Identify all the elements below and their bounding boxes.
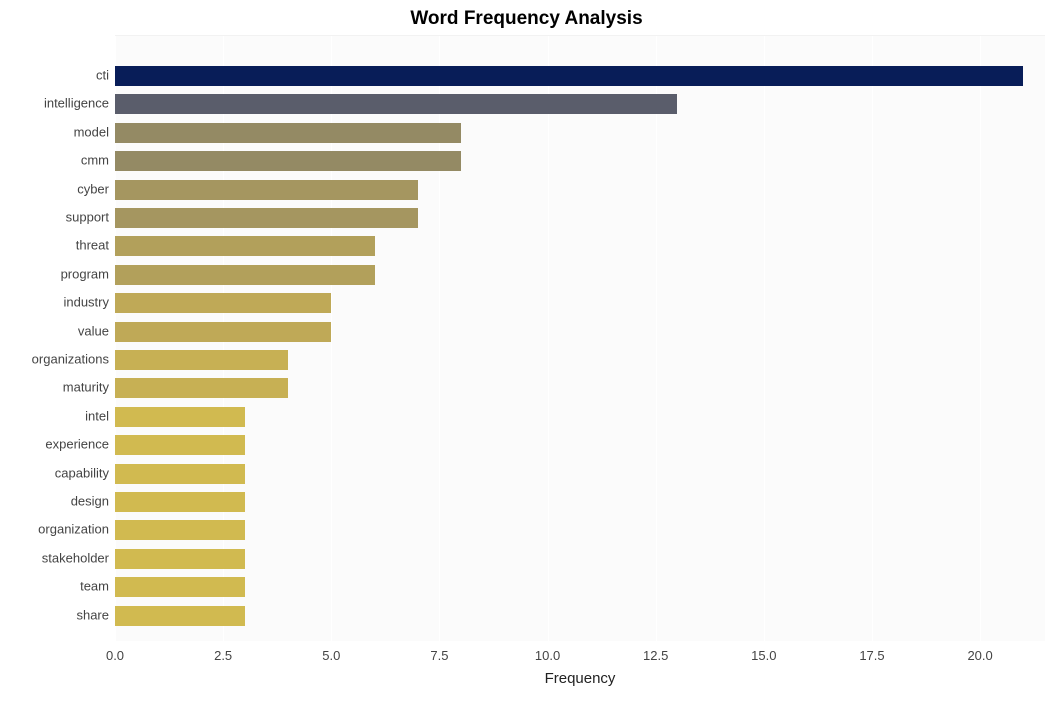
bar [115,407,245,427]
x-tick-label: 2.5 [214,648,232,663]
bar [115,577,245,597]
y-tick-label: industry [63,295,109,310]
y-tick-label: organizations [32,352,109,367]
y-tick-label: cmm [81,153,109,168]
y-tick-label: cti [96,68,109,83]
bar [115,549,245,569]
y-tick-label: maturity [63,380,109,395]
y-tick-label: experience [45,437,109,452]
bar [115,94,677,114]
gridline [764,36,765,641]
y-tick-label: threat [76,238,109,253]
bar [115,464,245,484]
bar [115,606,245,626]
y-tick-label: value [78,323,109,338]
x-tick-label: 17.5 [859,648,884,663]
x-tick-label: 10.0 [535,648,560,663]
x-axis-label: Frequency [545,670,616,687]
plot-area [115,35,1045,641]
bar [115,236,375,256]
chart-title: Word Frequency Analysis [0,8,1053,30]
y-tick-label: cyber [77,181,109,196]
x-tick-label: 7.5 [430,648,448,663]
word-frequency-chart: Word Frequency Analysis 0.0 2.5 5.0 7.5 10.0… [0,0,1053,701]
bar [115,492,245,512]
y-tick-label: intelligence [44,96,109,111]
bar [115,123,461,143]
y-tick-label: capability [55,465,109,480]
bar [115,435,245,455]
y-tick-label: program [61,266,109,281]
bar [115,265,375,285]
bar [115,66,1023,86]
bar [115,520,245,540]
gridline [872,36,873,641]
y-tick-label: design [71,494,109,509]
x-tick-label: 15.0 [751,648,776,663]
y-tick-label: intel [85,408,109,423]
y-tick-label: share [76,607,109,622]
x-tick-label: 0.0 [106,648,124,663]
x-tick-label: 5.0 [322,648,340,663]
bar [115,180,418,200]
bar [115,293,331,313]
bar [115,208,418,228]
x-tick-label: 20.0 [967,648,992,663]
gridline [548,36,549,641]
bar [115,322,331,342]
y-tick-label: model [74,124,109,139]
y-tick-label: support [66,210,109,225]
y-tick-label: team [80,579,109,594]
bar [115,350,288,370]
y-tick-label: organization [38,522,109,537]
y-tick-label: stakeholder [42,550,109,565]
x-tick-label: 12.5 [643,648,668,663]
bar [115,151,461,171]
gridline [980,36,981,641]
bar [115,378,288,398]
gridline [656,36,657,641]
